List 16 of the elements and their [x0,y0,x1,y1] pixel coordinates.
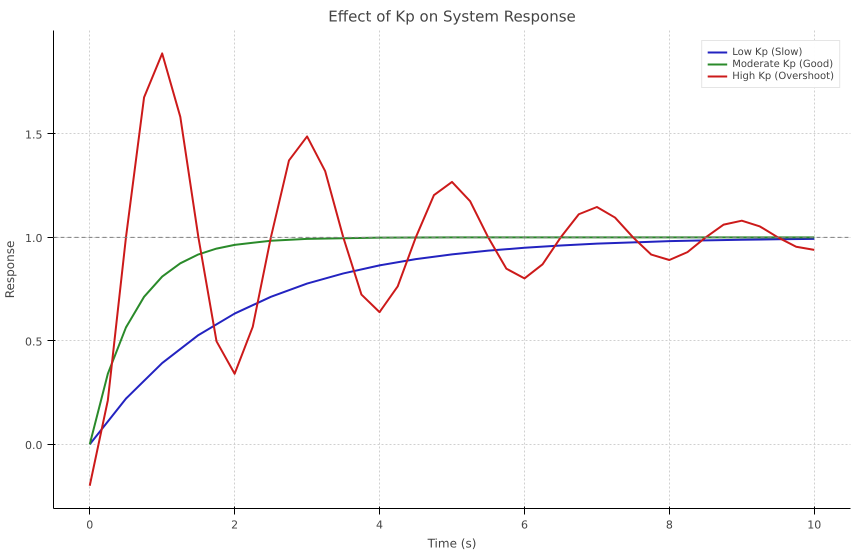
x-tick-label: 2 [231,518,238,532]
x-tick-label: 10 [807,518,822,532]
x-tick-label: 0 [86,518,94,532]
x-tick-label: 4 [376,518,384,532]
chart-title: Effect of Kp on System Response [328,8,576,26]
x-tick-label: 8 [666,518,673,532]
y-tick-label: 1.0 [25,232,43,245]
y-tick-label: 0.5 [25,335,43,348]
y-tick-label: 0.0 [25,438,43,452]
legend-label: High Kp (Overshoot) [732,70,834,82]
legend-label: Moderate Kp (Good) [732,58,834,70]
x-tick-label: 6 [520,518,528,532]
y-tick-label: 1.5 [25,128,43,142]
y-axis-title: Response [3,240,18,298]
legend-label: Low Kp (Slow) [732,46,802,58]
x-axis-title: Time (s) [426,536,476,550]
